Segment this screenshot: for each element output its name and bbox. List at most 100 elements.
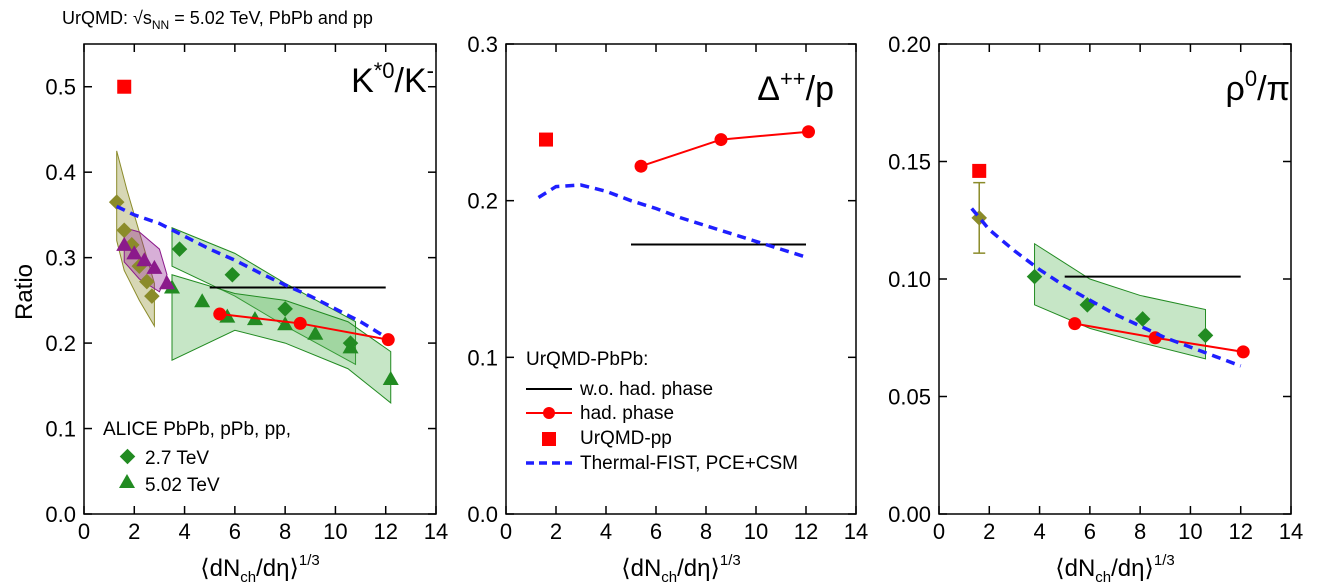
- legend-diamond-marker: [119, 448, 136, 465]
- y-tick-label: 0.00: [888, 502, 931, 527]
- x-tick-label: 4: [1033, 519, 1045, 544]
- diamond-point: [139, 273, 155, 290]
- y-tick-label: 0.10: [888, 267, 931, 292]
- panel-1: 0 2 4 6 8 10 12 14 0.0 0.1 0.2 0.3 0.4 0.5 K*0/K-: [45, 43, 448, 544]
- diamond-point: [224, 266, 241, 283]
- panel-ratio-label: ρ0/π: [1226, 66, 1291, 108]
- y-tick-label: 0.1: [467, 345, 498, 370]
- x-axis-title: ⟨dNch/dη⟩1/3: [621, 552, 740, 586]
- thermal-fist-curve: [970, 207, 1242, 368]
- legend-label: had. phase: [580, 403, 674, 424]
- triangle-point: [136, 252, 153, 267]
- triangle-point: [194, 293, 211, 308]
- legend-item-wo-had-phase: w.o. had. phase: [526, 379, 713, 400]
- plot-frame: [505, 43, 857, 515]
- y-tick-label: 0.1: [45, 417, 76, 442]
- panel-ratio-label: Δ++/p: [757, 66, 834, 108]
- x-tick-label: 10: [1178, 519, 1202, 544]
- y-tick-label: 0.2: [467, 189, 498, 214]
- diamond-point: [116, 222, 133, 239]
- had-phase-point: [1236, 345, 1250, 359]
- x-tick-label: 6: [1084, 519, 1096, 544]
- panel-ratio-label: K*0/K-: [351, 58, 434, 100]
- x-tick-label: 4: [178, 519, 190, 544]
- x-tick-label: 12: [794, 519, 818, 544]
- diamond-point: [1134, 311, 1151, 327]
- x-axis-title: ⟨dNch/dη⟩1/3: [200, 552, 319, 586]
- diamond-point: [171, 241, 188, 257]
- legend-urqmd: UrQMD-PbPb: w.o. had. phase had. phase U…: [526, 349, 798, 474]
- legend-item-2.7tev: 2.7 TeV: [119, 448, 209, 469]
- x-tick-label: 2: [983, 519, 995, 544]
- x-tick-label: 2: [550, 519, 562, 544]
- legend-urqmd-title: UrQMD-PbPb:: [526, 349, 648, 370]
- x-tick-label: 12: [1228, 519, 1252, 544]
- x-tick-label: 2: [128, 519, 140, 544]
- legend-item-had-phase: had. phase: [526, 403, 674, 424]
- y-tick-label: 0.05: [888, 385, 931, 410]
- panel-2: 0 2 4 6 8 10 12 14 0.0 0.1 0.2 0.3 Δ++/p: [467, 32, 868, 544]
- y-tick-label: 0.0: [467, 502, 498, 527]
- triangle-point: [116, 236, 133, 251]
- thermal-fist-curve: [537, 183, 807, 259]
- legend-label: UrQMD-pp: [580, 428, 672, 449]
- y-tick-label: 0.0: [45, 502, 76, 527]
- legend-red-square: [542, 432, 556, 446]
- y-tick-label: 0.2: [45, 331, 76, 356]
- x-tick-label: 8: [279, 519, 291, 544]
- x-tick-label: 10: [323, 519, 347, 544]
- legend-label: Thermal-FIST, PCE+CSM: [580, 453, 798, 474]
- had-phase-point: [714, 133, 728, 147]
- plot-frame: [938, 43, 1292, 515]
- diamond-point: [144, 288, 160, 304]
- had-phase-point: [293, 316, 307, 330]
- x-tick-label: 6: [229, 519, 241, 544]
- x-tick-label: 12: [373, 519, 397, 544]
- had-phase-point: [381, 333, 395, 347]
- alice-5.02tev-band: [171, 274, 392, 404]
- y-axis-title: Ratio: [11, 264, 38, 320]
- x-tick-label: 0: [933, 519, 945, 544]
- x-tick-label: 14: [844, 519, 868, 544]
- urqmd-pp-point: [117, 79, 132, 94]
- triangle-point: [342, 339, 359, 354]
- triangle-point: [126, 245, 143, 260]
- diamond-point: [1026, 268, 1043, 285]
- legend-label: 2.7 TeV: [145, 448, 209, 469]
- legend-alice: ALICE PbPb, pPb, pp, 2.7 TeV 5.02 TeV: [103, 419, 291, 496]
- legend-label: w.o. had. phase: [579, 379, 713, 400]
- thermal-fist-curve: [115, 204, 387, 339]
- x-tick-label: 8: [1134, 519, 1146, 544]
- urqmd-pp-point: [972, 163, 987, 178]
- x-tick-label: 8: [700, 519, 712, 544]
- y-tick-label: 0.20: [888, 32, 931, 57]
- x-tick-label: 14: [1279, 519, 1303, 544]
- legend-item-thermal-fist: Thermal-FIST, PCE+CSM: [526, 453, 798, 474]
- x-tick-label: 0: [500, 519, 512, 544]
- alice-rho-band: [1034, 242, 1207, 360]
- had-phase-point: [1068, 317, 1082, 331]
- triangle-point: [277, 316, 294, 331]
- legend-label: 5.02 TeV: [145, 475, 220, 496]
- legend-red-circle: [543, 407, 555, 419]
- legend-item-5.02tev: 5.02 TeV: [119, 474, 220, 496]
- diamond-point: [108, 194, 125, 210]
- plot-frame: [83, 43, 437, 515]
- x-axis-title: ⟨dNch/dη⟩1/3: [1055, 552, 1174, 586]
- legend-alice-title: ALICE PbPb, pPb, pp,: [103, 419, 291, 440]
- triangle-point: [307, 325, 324, 340]
- legend-triangle-marker: [119, 474, 135, 488]
- had-phase-point: [802, 125, 815, 139]
- y-tick-label: 0.3: [45, 246, 76, 271]
- diamond-point: [1197, 327, 1214, 344]
- triangle-point: [382, 370, 399, 385]
- x-tick-label: 14: [424, 519, 448, 544]
- had-phase-point: [634, 159, 648, 173]
- had-phase-point: [1148, 331, 1162, 345]
- alice-2.7tev-band: [171, 226, 357, 366]
- panel-3: 0 2 4 6 8 10 12 14 0.00 0.05 0.10 0.15 0.20 ρ0/π: [888, 32, 1303, 544]
- x-tick-label: 6: [650, 519, 662, 544]
- urqmd-pp-point: [539, 132, 553, 147]
- x-tick-label: 4: [600, 519, 612, 544]
